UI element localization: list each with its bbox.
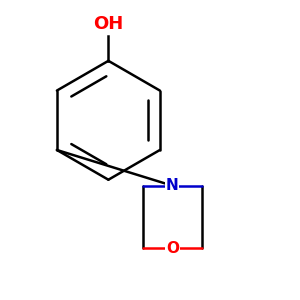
Text: O: O — [166, 241, 179, 256]
Text: OH: OH — [93, 15, 124, 33]
Text: N: N — [166, 178, 179, 193]
